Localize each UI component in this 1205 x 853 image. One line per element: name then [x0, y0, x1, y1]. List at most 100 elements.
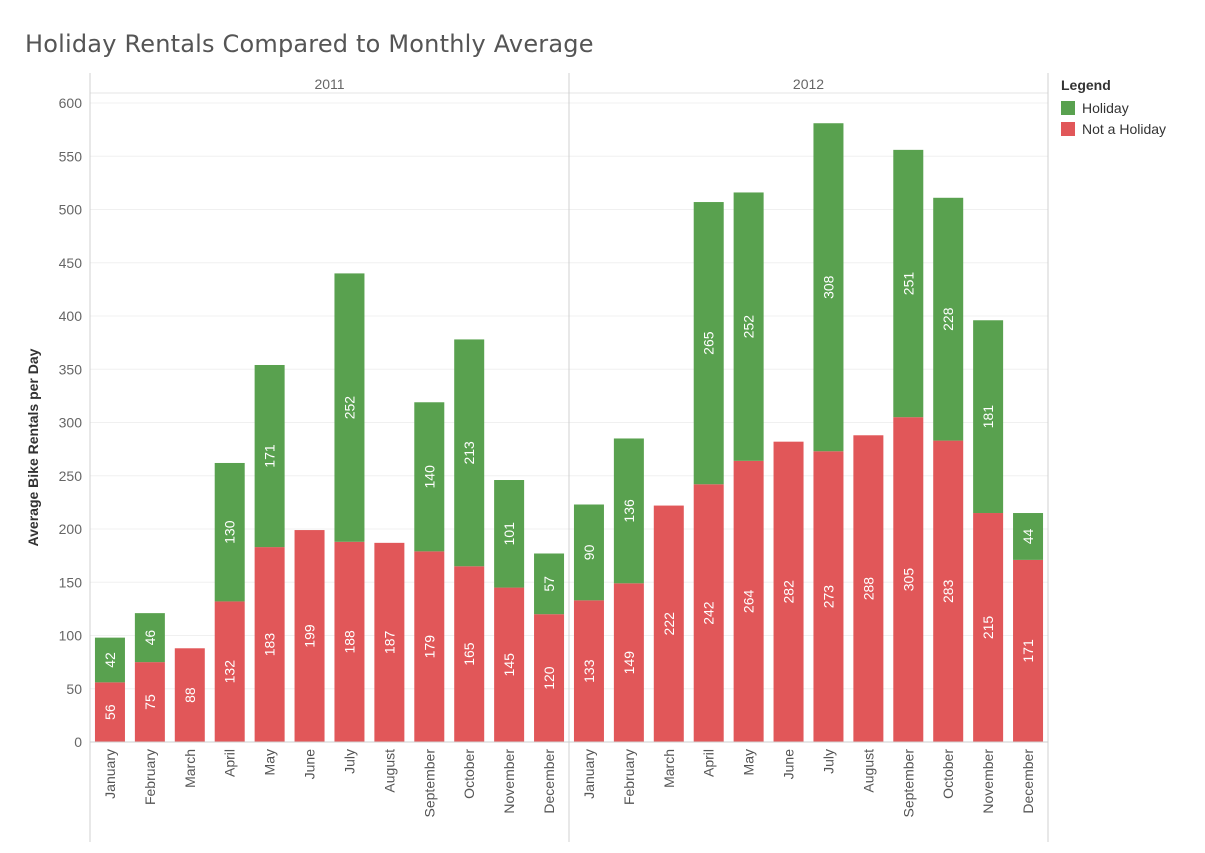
y-tick-label: 550	[59, 148, 83, 164]
bar-holiday-2011-december[interactable]	[534, 553, 565, 615]
x-tick-label: March	[182, 749, 198, 788]
data-label: 228	[940, 307, 956, 331]
bar-holiday-2012-may[interactable]	[733, 192, 764, 461]
data-label: 130	[222, 520, 238, 544]
bar-not-holiday-2011-may[interactable]	[254, 547, 285, 742]
bar-not-holiday-2012-january[interactable]	[573, 600, 604, 742]
bar-not-holiday-2011-december[interactable]	[534, 614, 565, 742]
data-label: 149	[621, 651, 637, 675]
data-label: 171	[1020, 639, 1036, 663]
bar-holiday-2011-october[interactable]	[454, 339, 485, 567]
bar-not-holiday-2011-september[interactable]	[414, 551, 445, 742]
bar-holiday-2011-april[interactable]	[214, 462, 245, 602]
bar-holiday-2011-july[interactable]	[334, 273, 365, 542]
y-tick-label: 300	[59, 415, 83, 431]
bar-not-holiday-2011-july[interactable]	[334, 541, 365, 742]
data-label: 46	[142, 630, 158, 646]
x-tick-label: September	[421, 749, 437, 818]
data-label: 56	[102, 704, 118, 720]
y-tick-label: 150	[59, 574, 83, 590]
bar-not-holiday-2012-march[interactable]	[653, 505, 684, 742]
legend-swatch-not-holiday	[1061, 121, 1075, 136]
data-label: 288	[860, 577, 876, 601]
bar-holiday-2011-september[interactable]	[414, 402, 445, 552]
bar-not-holiday-2012-august[interactable]	[853, 435, 884, 742]
bar-holiday-2012-february[interactable]	[613, 438, 644, 584]
x-tick-label: June	[781, 749, 797, 780]
y-tick-label: 600	[59, 95, 83, 111]
data-label: 199	[302, 624, 318, 648]
bar-not-holiday-2012-october[interactable]	[933, 440, 964, 742]
legend: Legend Holiday Not a Holiday	[1061, 77, 1166, 139]
bar-holiday-2011-november[interactable]	[494, 480, 525, 588]
bar-holiday-2012-september[interactable]	[893, 149, 924, 418]
x-tick-label: July	[820, 749, 836, 774]
x-tick-label: April	[701, 749, 717, 777]
x-tick-label: August	[860, 749, 876, 793]
data-label: 251	[900, 272, 916, 296]
bar-not-holiday-2011-october[interactable]	[454, 566, 485, 742]
data-label: 132	[222, 660, 238, 684]
bar-not-holiday-2012-july[interactable]	[813, 451, 844, 742]
data-label: 165	[461, 642, 477, 666]
y-tick-label: 0	[74, 734, 82, 750]
bar-not-holiday-2012-june[interactable]	[773, 441, 804, 742]
bar-not-holiday-2011-november[interactable]	[494, 587, 525, 742]
y-tick-label: 100	[59, 628, 83, 644]
data-label: 187	[381, 631, 397, 655]
data-label: 136	[621, 499, 637, 523]
y-tick-label: 350	[59, 361, 83, 377]
bar-holiday-2012-april[interactable]	[693, 202, 724, 485]
data-label: 181	[980, 405, 996, 429]
bar-not-holiday-2012-september[interactable]	[893, 417, 924, 742]
bar-not-holiday-2011-march[interactable]	[174, 648, 205, 742]
bar-not-holiday-2012-december[interactable]	[1013, 559, 1044, 742]
bar-not-holiday-2012-april[interactable]	[693, 484, 724, 742]
data-label: 242	[701, 601, 717, 625]
x-tick-label: February	[142, 749, 158, 805]
bar-holiday-2012-december[interactable]	[1013, 513, 1044, 560]
legend-label-not-holiday: Not a Holiday	[1082, 120, 1167, 137]
legend-swatch-holiday	[1061, 100, 1075, 115]
data-label: 75	[142, 694, 158, 710]
data-label: 213	[461, 441, 477, 465]
bar-not-holiday-2012-february[interactable]	[613, 583, 644, 742]
legend-item-not-holiday[interactable]: Not a Holiday	[1061, 118, 1166, 139]
bar-holiday-2011-may[interactable]	[254, 364, 285, 548]
bar-not-holiday-2011-april[interactable]	[214, 601, 245, 742]
data-label: 215	[980, 616, 996, 640]
legend-item-holiday[interactable]: Holiday	[1061, 97, 1166, 118]
x-tick-label: March	[661, 749, 677, 788]
bar-not-holiday-2011-june[interactable]	[294, 530, 325, 742]
bar-holiday-2011-january[interactable]	[94, 637, 125, 683]
legend-title: Legend	[1061, 77, 1111, 93]
bar-holiday-2011-february[interactable]	[134, 613, 165, 663]
bar-holiday-2012-november[interactable]	[973, 320, 1004, 514]
x-tick-label: May	[741, 749, 757, 775]
bar-not-holiday-2011-january[interactable]	[94, 682, 125, 742]
data-label: 283	[940, 579, 956, 603]
bar-not-holiday-2011-august[interactable]	[374, 542, 405, 742]
bar-not-holiday-2011-february[interactable]	[134, 662, 165, 742]
x-tick-label: November	[980, 749, 996, 814]
bar-not-holiday-2012-may[interactable]	[733, 460, 764, 742]
legend-label-holiday: Holiday	[1082, 99, 1129, 116]
bar-not-holiday-2012-november[interactable]	[973, 513, 1004, 742]
data-label: 265	[701, 331, 717, 355]
data-label: 171	[262, 444, 278, 468]
x-tick-label: January	[102, 749, 118, 799]
data-label: 188	[341, 630, 357, 654]
data-label: 44	[1020, 528, 1036, 544]
x-tick-label: January	[581, 749, 597, 799]
bar-holiday-2012-october[interactable]	[933, 197, 964, 441]
x-tick-label: February	[621, 749, 637, 805]
bar-holiday-2012-july[interactable]	[813, 123, 844, 452]
y-tick-label: 250	[59, 468, 83, 484]
y-tick-label: 500	[59, 202, 83, 218]
y-tick-label: 200	[59, 521, 83, 537]
data-label: 140	[421, 465, 437, 489]
bar-holiday-2012-january[interactable]	[573, 504, 604, 601]
data-label: 90	[581, 544, 597, 560]
y-tick-label: 50	[66, 681, 82, 697]
